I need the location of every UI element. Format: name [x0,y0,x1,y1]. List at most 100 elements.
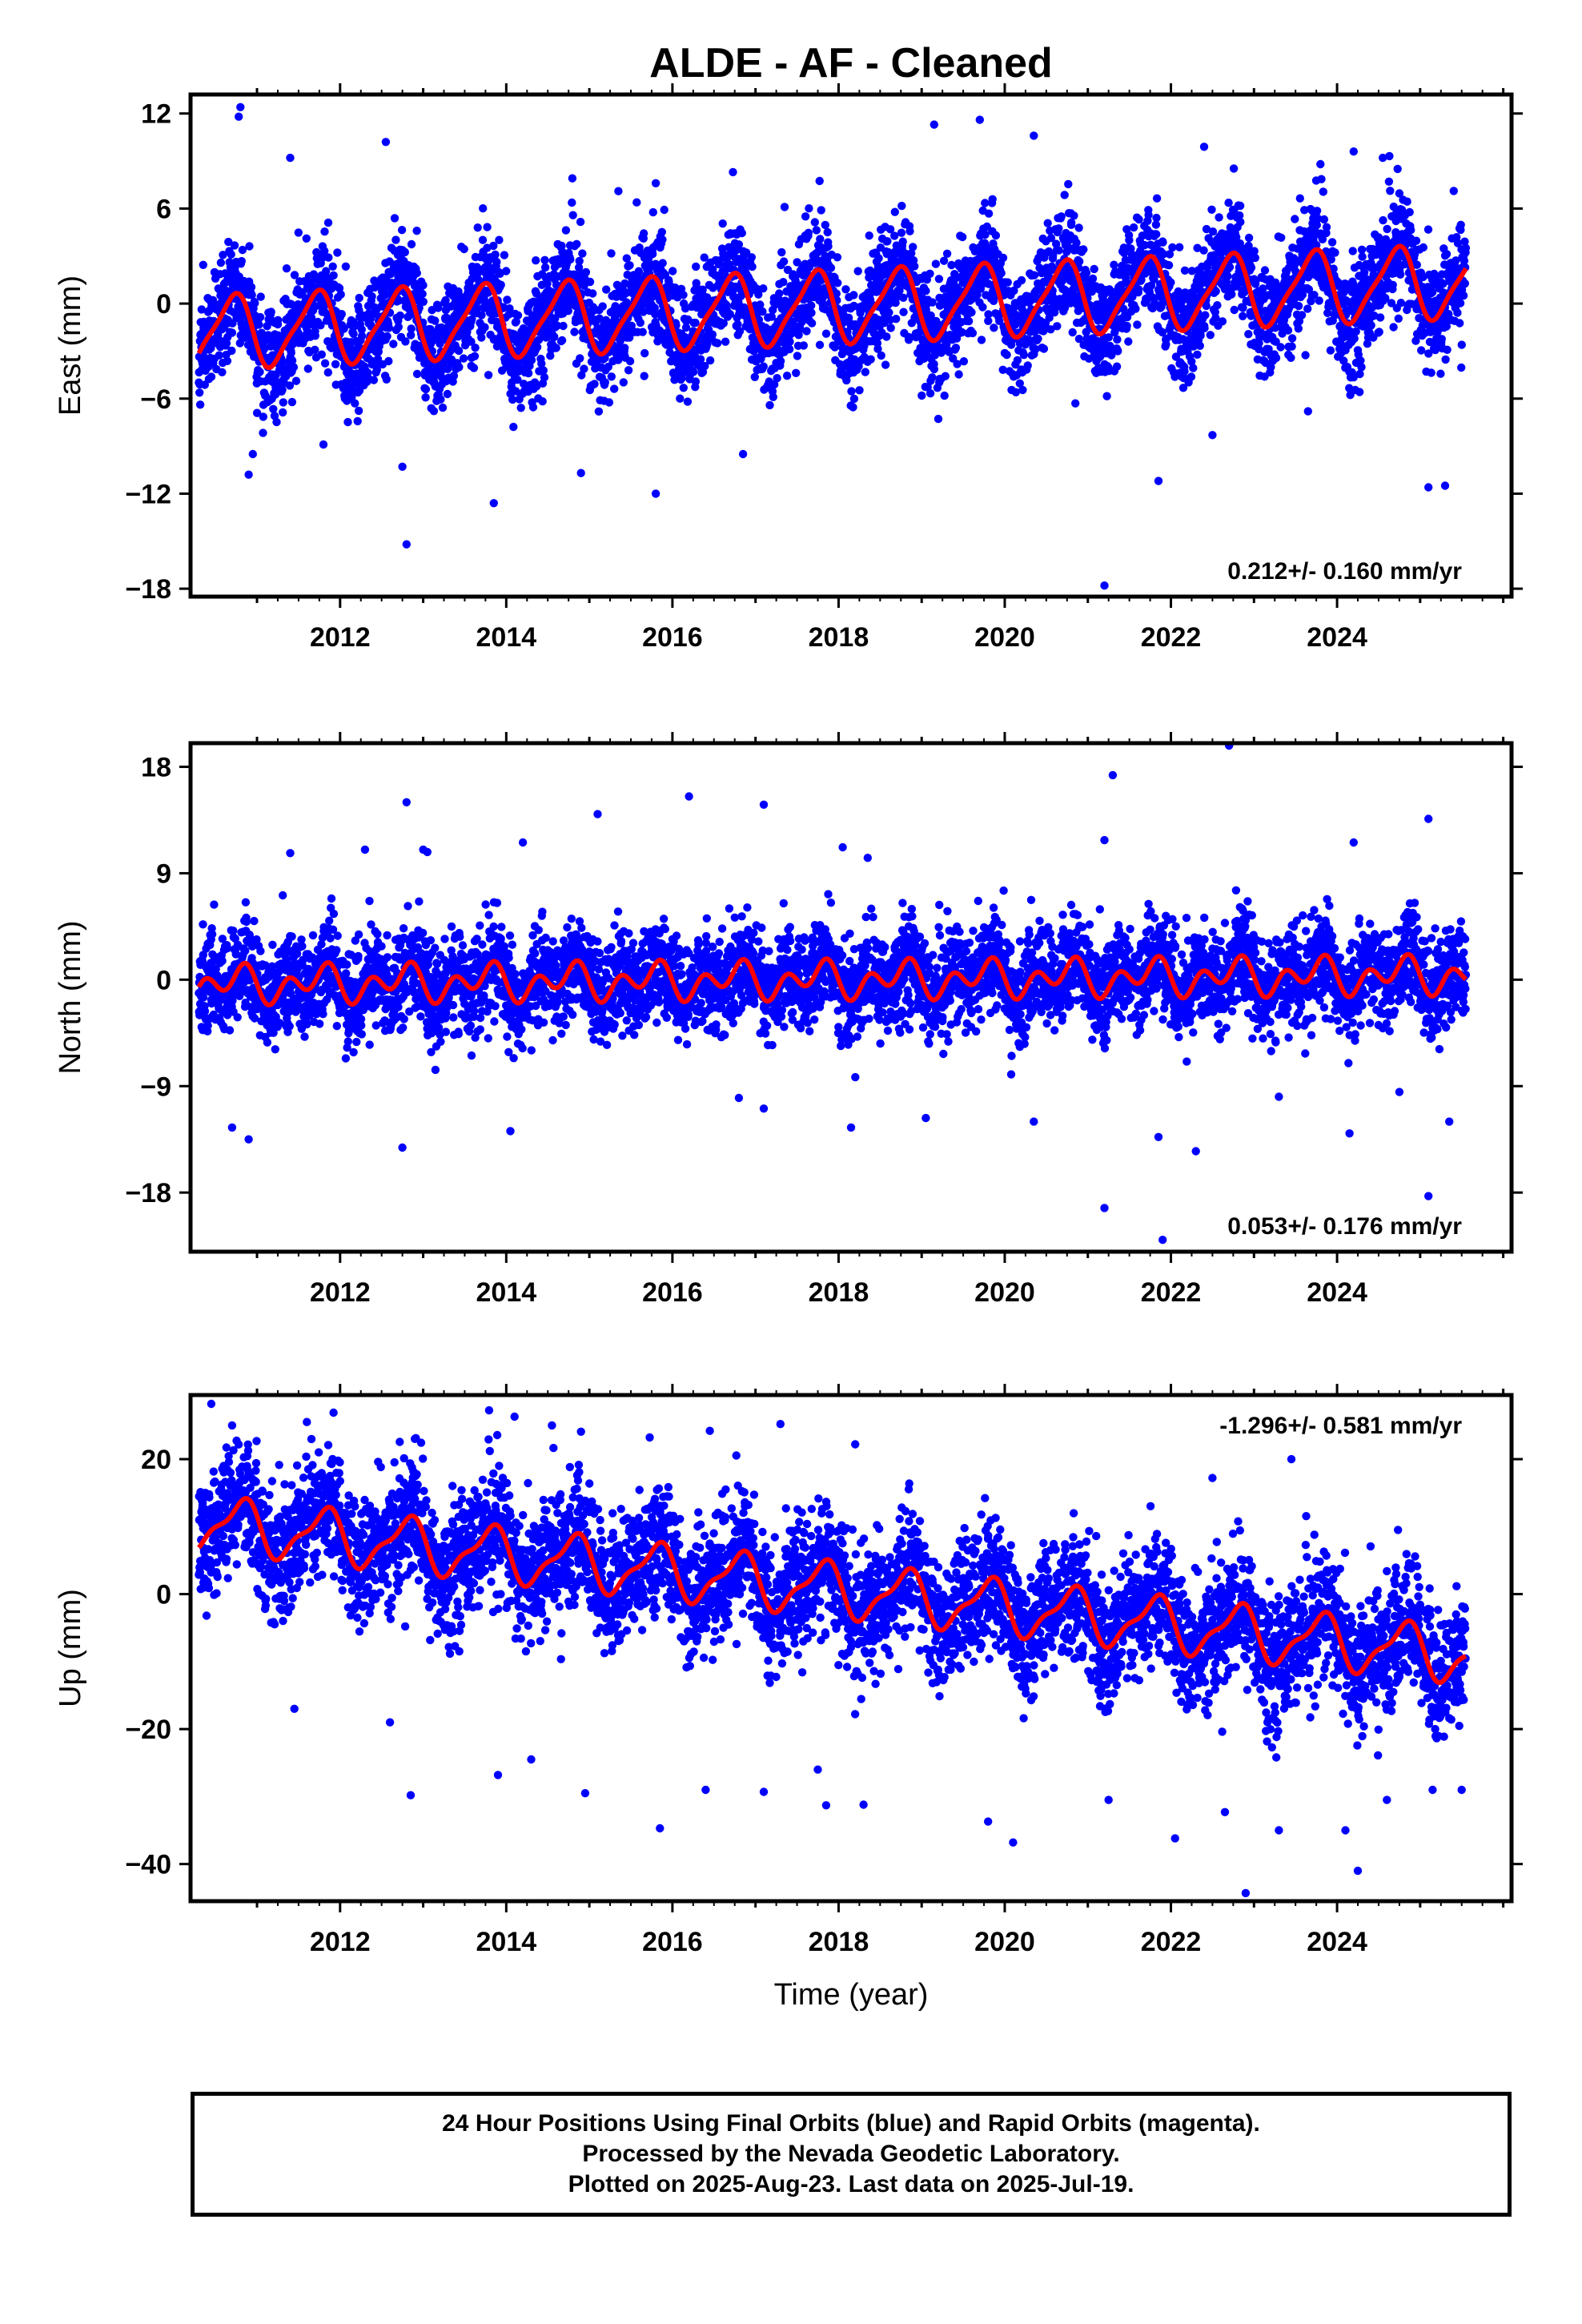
data-point [942,249,952,258]
data-point [287,348,295,357]
data-point [279,398,287,407]
data-point [278,385,287,394]
data-point [559,321,568,331]
data-point [984,209,994,218]
data-point [779,278,788,287]
data-point [418,289,427,299]
data-point [1125,235,1134,245]
data-point [958,232,967,242]
data-point [679,291,688,300]
data-point [759,362,768,371]
data-point [199,260,207,269]
data-point [816,235,825,243]
data-point [1013,356,1022,364]
data-point [1166,278,1175,287]
data-point [566,255,575,264]
data-point [252,408,262,417]
data-point [1322,223,1331,231]
data-point [287,397,297,407]
data-point [815,340,825,349]
data-point [679,384,688,392]
data-point [263,322,271,331]
data-point [594,407,604,416]
data-point [928,298,937,307]
data-point [255,320,263,329]
data-point [1294,324,1303,333]
data-point [455,363,464,372]
data-point [1057,212,1066,221]
data-point [320,359,330,368]
data-point [1113,335,1122,344]
data-point [600,378,609,387]
chart-title: ALDE - AF - Cleaned [649,40,1053,86]
data-point [572,239,581,248]
data-point [401,337,410,346]
data-point [367,292,376,301]
data-point [438,403,448,412]
data-point [775,289,784,298]
data-point [1295,194,1305,203]
data-point [478,235,488,244]
data-point [855,386,864,395]
data-point [849,291,858,300]
data-point [207,372,216,381]
data-point [877,351,885,360]
data-point [1357,363,1366,372]
data-point [540,255,549,264]
data-point [1082,268,1091,277]
data-point [370,283,379,292]
data-point [307,313,316,322]
data-point [1090,264,1098,274]
data-point [303,364,312,373]
data-point [341,262,351,271]
data-point [940,391,949,400]
data-point [291,376,301,385]
data-point [1355,369,1364,379]
data-point [216,258,226,267]
data-point [1287,353,1295,362]
data-point [1312,207,1322,215]
data-point [1152,213,1161,223]
data-point [419,297,428,306]
data-point [1124,337,1133,346]
data-point [866,355,875,364]
data-point [941,372,950,380]
data-point [1039,344,1049,353]
data-point [640,372,648,380]
data-point [660,205,669,215]
data-point [636,318,644,328]
data-point [322,267,331,275]
data-point [810,218,819,227]
data-point [1229,164,1239,173]
data-point [705,356,715,365]
data-point [269,404,278,413]
data-point [552,344,560,352]
data-point [1144,211,1153,219]
data-point [470,352,480,360]
data-point [847,387,856,396]
data-point [984,310,993,319]
data-point [1208,227,1218,236]
data-point [930,364,939,374]
data-point [1213,301,1222,310]
data-point [897,228,906,237]
data-point [1218,317,1227,326]
data-point [578,249,587,258]
data-point [921,287,930,296]
data-point [1260,266,1270,275]
data-point [540,373,549,382]
data-point [419,281,428,290]
data-point [777,247,786,257]
data-point [1070,211,1078,220]
data-point [484,371,493,380]
data-point [765,400,774,410]
data-point [503,296,512,304]
data-point [1319,215,1329,224]
data-point [841,285,850,294]
data-point [311,345,319,354]
data-point [288,340,297,349]
data-point [255,368,264,376]
data-point [1235,201,1245,211]
data-point [823,227,832,237]
